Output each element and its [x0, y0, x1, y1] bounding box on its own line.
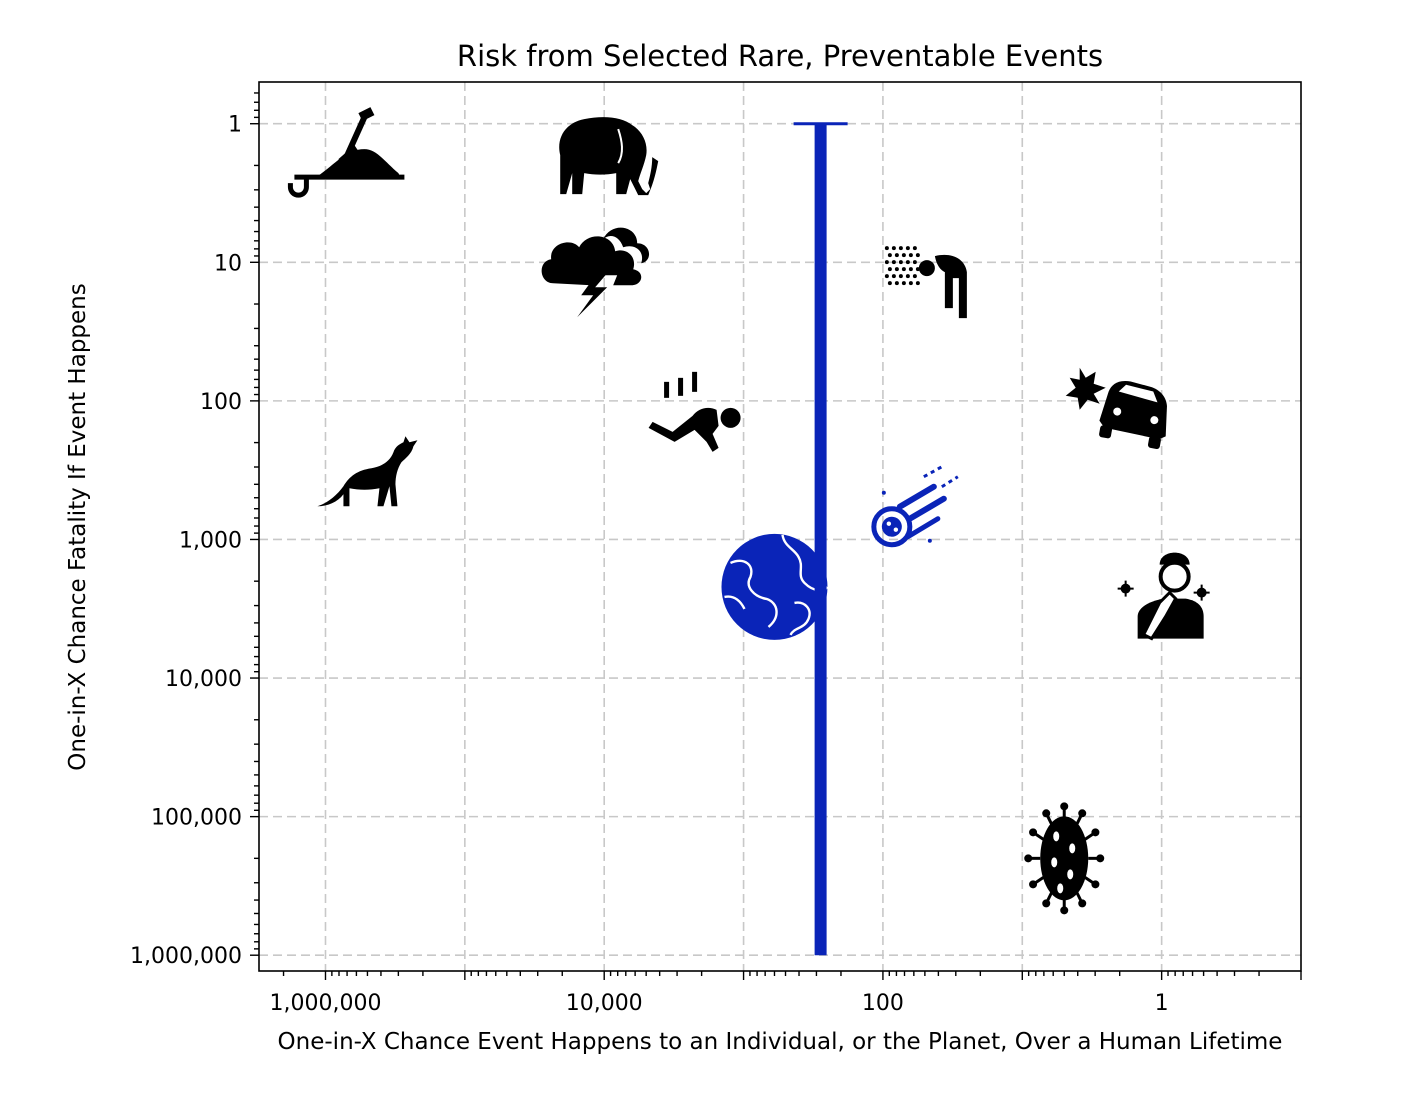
x-tick-labels: 1,000,000 10,000 100 1	[270, 991, 1169, 1016]
minor-ticks	[254, 92, 1260, 976]
x-tick-label: 100	[862, 991, 904, 1016]
chart-title: Risk from Selected Rare, Preventable Eve…	[457, 39, 1103, 73]
x-tick-label: 1	[1155, 991, 1169, 1016]
fox-rabies-icon	[317, 436, 418, 507]
major-ticks	[250, 123, 1302, 980]
sick-person-icon	[1117, 552, 1210, 641]
lightning-storm-icon	[541, 227, 650, 318]
y-tick-label: 100	[200, 390, 242, 415]
x-tick-label: 1,000,000	[270, 991, 382, 1016]
x-axis-label: One-in-X Chance Event Happens to an Indi…	[278, 1029, 1283, 1055]
y-tick-label: 1	[228, 113, 242, 138]
y-tick-label: 10,000	[165, 667, 242, 692]
y-tick-label: 10	[214, 251, 242, 276]
y-axis-label: One-in-X Chance Fatality If Event Happen…	[65, 283, 91, 770]
virus-icon	[1024, 802, 1105, 915]
car-crash-icon	[1065, 367, 1167, 449]
y-tick-label: 1,000,000	[130, 944, 242, 969]
asteroid-icon	[871, 465, 959, 548]
y-tick-label: 100,000	[151, 806, 242, 831]
falling-person-icon	[648, 371, 741, 452]
grid-lines	[259, 82, 1301, 971]
data-points	[287, 107, 1210, 915]
y-tick-label: 1,000	[179, 528, 242, 553]
x-tick-label: 10,000	[566, 991, 643, 1016]
plot-frame	[258, 81, 1302, 972]
elephant-icon	[559, 117, 659, 196]
y-tick-labels: 1 10 100 1,000 10,000 100,000 1,000,000	[130, 113, 242, 969]
earth-icon	[721, 533, 829, 640]
range-bar	[793, 122, 848, 956]
shovel-burial-icon	[287, 107, 405, 198]
toxic-inhalation-icon	[884, 246, 967, 319]
